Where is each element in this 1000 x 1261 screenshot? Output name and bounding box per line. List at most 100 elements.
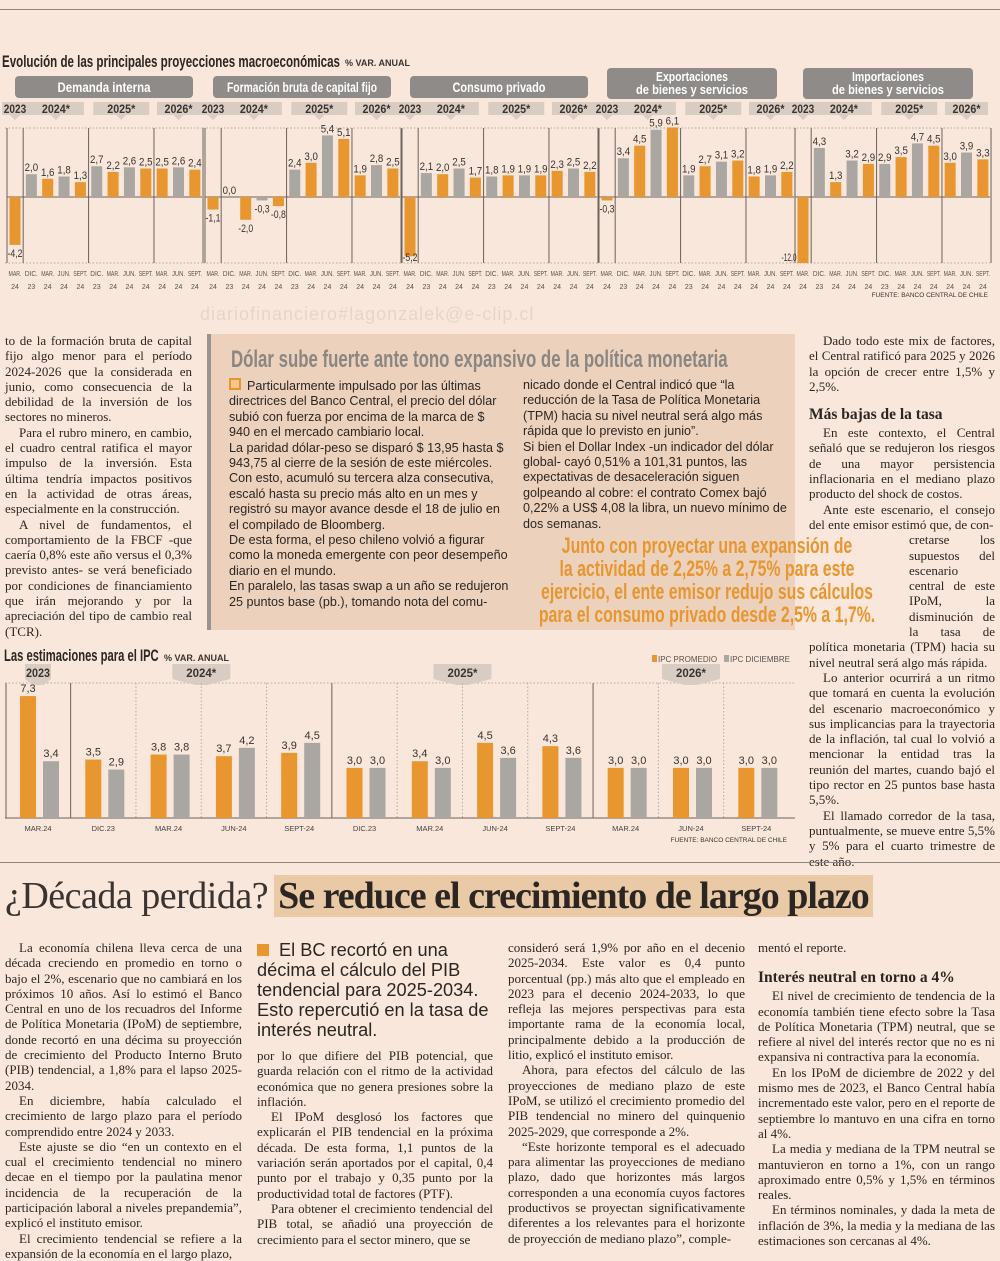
bar-ipc-diciembre xyxy=(435,768,451,818)
data-label: -2,0 xyxy=(238,223,253,235)
group-header-label: Consumo privado xyxy=(453,79,546,95)
year-label: 2026* xyxy=(165,104,193,116)
x-tick-label: DIC.23 xyxy=(92,824,115,833)
bar-ipc-diciembre xyxy=(631,768,647,818)
bar xyxy=(405,197,416,256)
paragraph: por lo que difiere del PIB potencial, qu… xyxy=(257,1048,493,1109)
year-label: 2023 xyxy=(399,104,421,116)
bar xyxy=(977,159,988,197)
data-label: 1,8 xyxy=(747,164,761,176)
x-tick-year: 24 xyxy=(930,284,938,291)
data-label: 3,0 xyxy=(631,755,646,767)
x-tick-year: 24 xyxy=(669,284,677,291)
data-label: 3,7 xyxy=(216,743,231,755)
data-label: 1,8 xyxy=(485,164,499,176)
data-label: 1,3 xyxy=(74,170,88,182)
bar xyxy=(879,164,890,197)
x-tick-period: DIC. xyxy=(682,271,695,278)
x-tick-period: SEPT. xyxy=(468,271,482,278)
data-label: -1,1 xyxy=(206,213,221,225)
x-tick-period: SEPT. xyxy=(665,271,679,278)
dollar-box-title-text: Dólar sube fuerte ante tono expansivo de… xyxy=(231,346,728,374)
x-tick-period: DIC. xyxy=(617,271,630,278)
data-label: 4,2 xyxy=(239,735,254,747)
x-tick-year: 24 xyxy=(832,284,840,291)
bar xyxy=(716,162,727,197)
bar-ipc-diciembre xyxy=(108,770,124,818)
chart-source: FUENTE: BANCO CENTRAL DE CHILE xyxy=(671,837,788,844)
x-tick-period: DIC. xyxy=(223,271,236,278)
x-tick-year: 23 xyxy=(291,284,299,291)
data-label: 3,0 xyxy=(943,151,957,163)
bar-ipc-promedio xyxy=(281,753,297,818)
x-tick-year: 24 xyxy=(570,284,578,291)
x-tick-period: MAR. xyxy=(9,271,22,278)
bar-ipc-diciembre xyxy=(696,768,712,818)
year-label: 2026* xyxy=(676,666,706,680)
data-label: 2,2 xyxy=(780,160,794,172)
x-tick-year: 24 xyxy=(77,284,85,291)
data-label: 1,9 xyxy=(764,163,778,175)
bar xyxy=(338,139,349,197)
group-header-label: de bienes y servicios xyxy=(636,82,748,97)
x-tick-period: MAR. xyxy=(601,271,614,278)
x-tick-period: SEPT. xyxy=(927,271,941,278)
bar xyxy=(830,182,841,197)
data-label: 2,6 xyxy=(172,155,186,167)
bar xyxy=(470,178,481,197)
article-column-1: La economía chilena lleva cerca de una d… xyxy=(5,940,242,1261)
bar xyxy=(535,175,546,197)
legend-swatch xyxy=(652,655,657,662)
x-tick-period: DIC. xyxy=(288,271,301,278)
data-label: 3,1 xyxy=(715,150,729,162)
bar-ipc-diciembre xyxy=(43,761,59,818)
bar xyxy=(503,175,514,197)
paragraph: to de la formación bruta de capital fijo… xyxy=(5,333,192,425)
data-label: 3,0 xyxy=(762,755,777,767)
paragraph: Ahora, para efectos del cálculo de las p… xyxy=(508,1062,745,1138)
x-tick-year: 23 xyxy=(422,284,430,291)
bar xyxy=(700,166,711,197)
article-headline: ¿Década perdida?Se reduce el crecimiento… xyxy=(5,872,873,920)
data-label: 3,0 xyxy=(696,755,711,767)
year-label: 2026* xyxy=(560,104,588,116)
x-tick-year: 24 xyxy=(109,284,117,291)
data-label: 2,6 xyxy=(123,155,137,167)
x-tick-year: 24 xyxy=(406,284,414,291)
x-tick-period: JUN. xyxy=(58,271,71,278)
x-tick-period: SEPT. xyxy=(534,271,548,278)
bar-ipc-diciembre xyxy=(761,768,777,818)
x-tick-year: 24 xyxy=(652,284,660,291)
data-label: -0,3 xyxy=(600,203,615,215)
bar xyxy=(552,171,563,197)
data-label: 2,2 xyxy=(583,160,597,172)
x-tick-year: 24 xyxy=(439,284,447,291)
x-tick-period: SEPT. xyxy=(271,271,285,278)
data-label: 1,9 xyxy=(518,163,532,175)
legend-label: IPC PROMEDIO xyxy=(658,655,717,664)
data-label: 1,7 xyxy=(469,166,483,178)
bar-ipc-diciembre xyxy=(174,755,190,818)
bar xyxy=(240,197,251,220)
x-tick-period: SEPT. xyxy=(731,271,745,278)
x-tick-year: 24 xyxy=(455,284,463,291)
bar xyxy=(91,166,102,197)
data-label: 2,9 xyxy=(862,152,876,164)
data-label: 2,2 xyxy=(106,160,120,172)
orange-square-icon xyxy=(257,944,269,956)
bar xyxy=(749,176,760,197)
x-tick-year: 23 xyxy=(225,284,233,291)
x-tick-period: DIC. xyxy=(878,271,891,278)
data-label: 3,0 xyxy=(673,755,688,767)
data-label: 2,0 xyxy=(436,162,450,174)
x-tick-year: 24 xyxy=(799,284,807,291)
paragraph: Ante este escenario, el consejo del ente… xyxy=(809,502,995,533)
data-label: -0,3 xyxy=(255,203,270,215)
x-tick-label: JUN-24 xyxy=(482,824,507,833)
x-tick-period: MAR. xyxy=(829,271,842,278)
data-label: 3,8 xyxy=(174,742,189,754)
bar xyxy=(912,143,923,197)
year-label: 2025* xyxy=(447,666,477,680)
paragraph: consideró será 1,9% por año en el deceni… xyxy=(508,940,745,1062)
bar xyxy=(387,169,398,198)
